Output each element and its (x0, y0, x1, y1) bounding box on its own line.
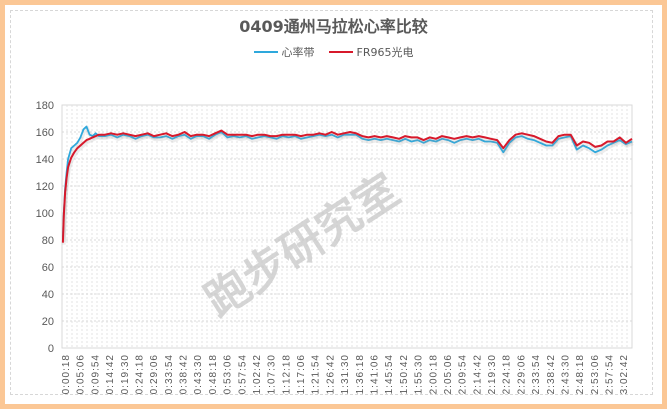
x-tick-label: 1:31:30 (340, 354, 351, 394)
x-tick-label: 0:57:54 (237, 354, 248, 394)
legend-swatch-red (328, 51, 353, 53)
y-tick-label: 60 (42, 262, 54, 274)
x-tick-label: 0:29:06 (149, 354, 160, 394)
x-tick-label: 0:00:18 (61, 354, 72, 394)
series-line-fr965 (61, 129, 633, 243)
x-tick-label: 1:50:42 (399, 354, 410, 394)
x-tick-label: 0:09:54 (90, 354, 101, 394)
x-tick-label: 2:24:18 (502, 354, 513, 394)
x-tick-label: 2:29:06 (516, 354, 527, 394)
x-tick-label: 3:02:42 (619, 354, 630, 394)
x-tick-label: 1:02:42 (252, 354, 263, 394)
chart-legend: 心率带 FR965光电 (0, 44, 667, 60)
x-tick-label: 0:38:42 (179, 354, 190, 394)
series-lines (61, 125, 634, 245)
y-tick-label: 40 (42, 289, 54, 301)
y-tick-label: 180 (36, 100, 54, 112)
x-tick-label: 2:57:54 (605, 354, 616, 394)
x-tick-label: 1:55:30 (414, 354, 425, 394)
x-tick-label: 2:19:30 (487, 354, 498, 394)
chart-title: 0409通州马拉松心率比较 (239, 17, 428, 36)
x-tick-label: 1:41:06 (370, 354, 381, 394)
legend-label: FR965光电 (356, 46, 414, 59)
chart-area-border (10, 10, 653, 395)
x-tick-label: 1:17:06 (296, 354, 307, 394)
y-tick-label: 140 (36, 154, 54, 166)
x-tick-label: 1:21:54 (311, 354, 322, 394)
legend-swatch-blue (253, 51, 278, 53)
x-tick-label: 0:48:18 (208, 354, 219, 394)
x-tick-label: 1:45:54 (384, 354, 395, 394)
y-tick-label: 120 (36, 181, 54, 193)
x-tick-label: 0:19:30 (120, 354, 131, 394)
x-tick-label: 1:12:18 (281, 354, 292, 394)
x-tick-label: 2:53:06 (590, 354, 601, 394)
y-tick-label: 100 (36, 208, 54, 220)
x-tick-label: 0:43:30 (193, 354, 204, 394)
legend-item-chest-strap[interactable]: 心率带 (253, 44, 315, 60)
x-tick-label: 1:07:30 (267, 354, 278, 394)
y-tick-label: 80 (42, 235, 54, 247)
x-tick-label: 0:05:06 (76, 354, 87, 394)
x-tick-label: 0:24:18 (134, 354, 145, 394)
y-tick-label: 0 (48, 343, 54, 355)
x-tick-label: 0:33:54 (164, 354, 175, 394)
y-tick-label: 20 (42, 316, 54, 328)
gridlines (61, 104, 633, 349)
series-line-chest-strap (62, 125, 633, 241)
x-tick-label: 2:43:30 (560, 354, 571, 394)
y-axis: 0 20 40 60 80 100 120 140 160 180 (36, 100, 54, 355)
x-axis: 0:00:18 0:05:06 0:09:54 0:14:42 0:19:30 0:24:… (61, 354, 630, 394)
x-tick-label: 2:09:54 (458, 354, 469, 394)
legend-item-fr965[interactable]: FR965光电 (328, 44, 414, 60)
legend-label: 心率带 (281, 46, 315, 59)
x-tick-label: 2:48:18 (575, 354, 586, 394)
x-tick-label: 0:14:42 (105, 354, 116, 394)
x-tick-label: 2:00:18 (428, 354, 439, 394)
x-tick-label: 2:38:42 (546, 354, 557, 394)
y-tick-label: 160 (36, 127, 54, 139)
x-tick-label: 1:26:42 (325, 354, 336, 394)
x-tick-label: 2:33:54 (531, 354, 542, 394)
x-tick-label: 0:53:06 (223, 354, 234, 394)
x-tick-label: 2:05:06 (443, 354, 454, 394)
x-tick-label: 2:14:42 (472, 354, 483, 394)
x-tick-label: 1:36:18 (355, 354, 366, 394)
